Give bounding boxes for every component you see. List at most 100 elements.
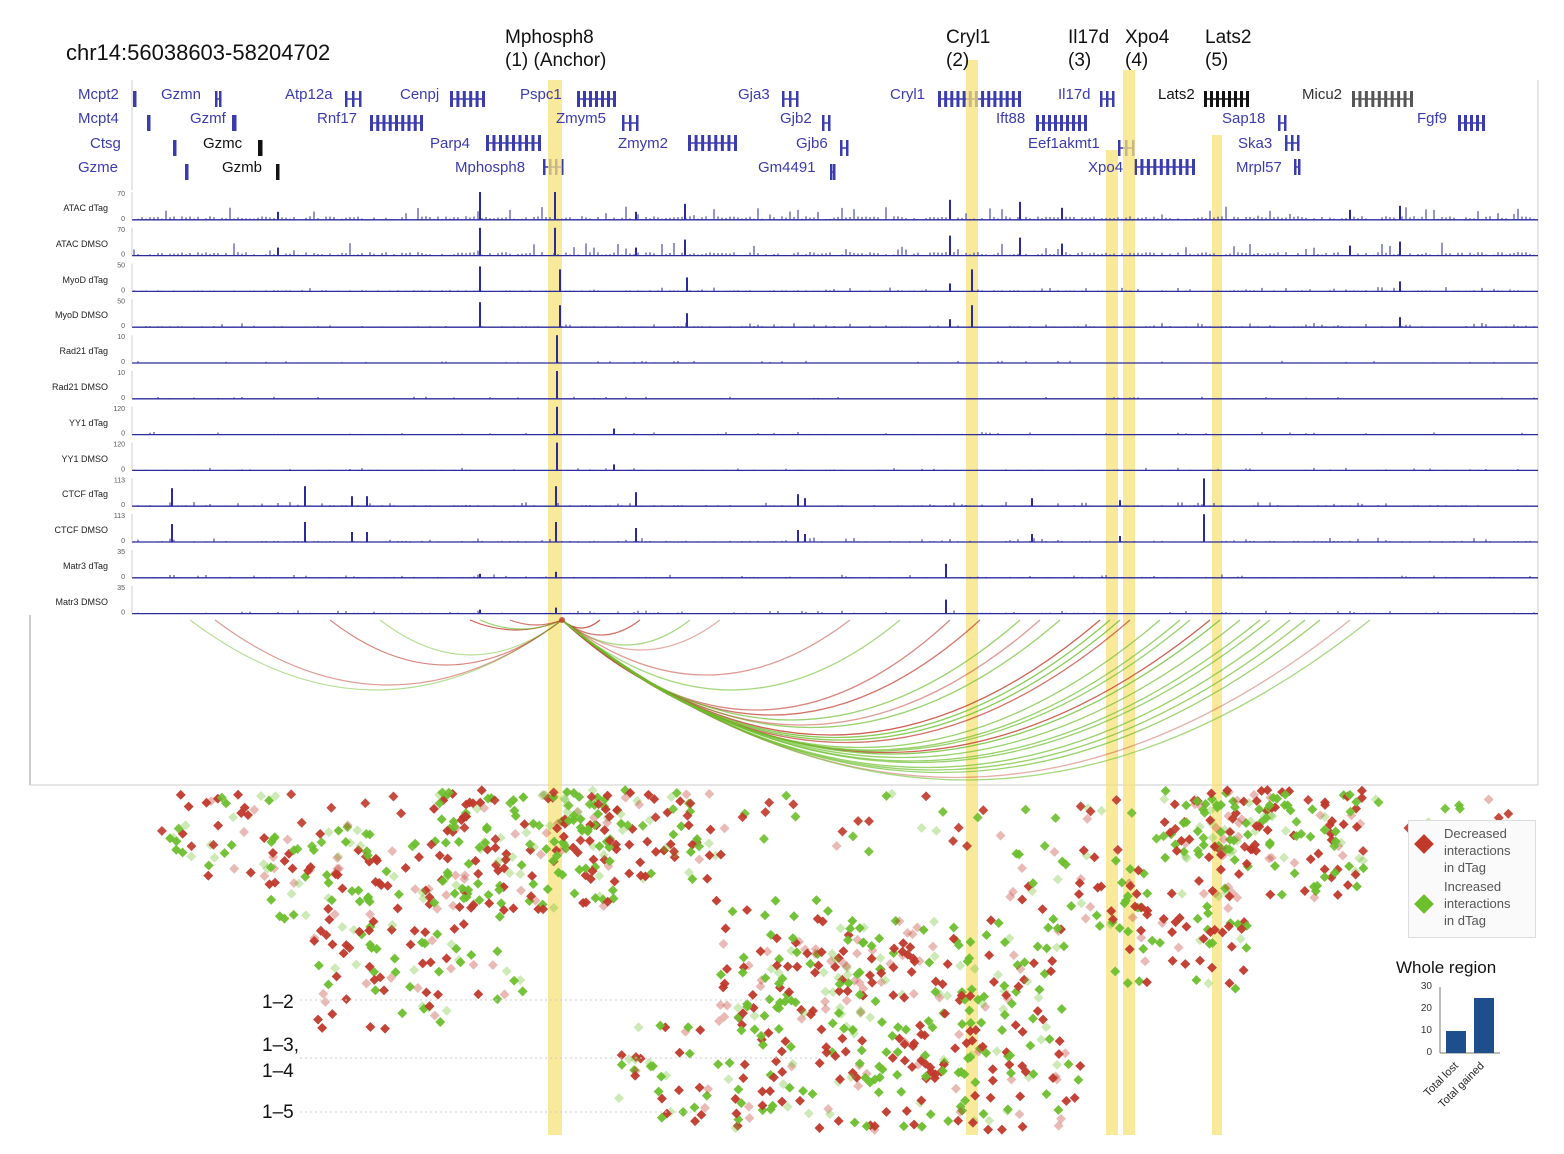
interaction-diamond: [1125, 881, 1136, 891]
exon-block: [1246, 91, 1249, 107]
interaction-diamond: [842, 986, 853, 997]
interaction-diamond: [1053, 1104, 1064, 1115]
interaction-diamond: [1350, 869, 1361, 880]
interaction-diamond: [1028, 1069, 1039, 1080]
interaction-diamond: [580, 870, 591, 881]
interaction-diamond: [436, 814, 447, 825]
interaction-diamond: [498, 905, 509, 915]
interaction-diamond: [690, 1116, 700, 1127]
legend-box: Decreased interactions in dTag Increased in…: [1408, 820, 1536, 938]
interaction-diamond: [361, 978, 372, 989]
interaction-diamond: [1213, 891, 1224, 902]
interaction-diamond: [1074, 889, 1084, 900]
interaction-diamond: [574, 864, 585, 875]
exon-block: [1112, 91, 1115, 107]
interaction-diamond: [991, 1046, 1002, 1057]
exon-block: [174, 140, 177, 156]
interaction-diamond: [732, 1120, 743, 1131]
interaction-diamond: [700, 1102, 710, 1113]
interaction-diamond: [542, 884, 553, 895]
interaction-diamond: [811, 895, 822, 906]
track-zero-label: 0: [121, 216, 125, 223]
interaction-diamond: [342, 822, 353, 833]
interaction-diamond: [759, 1010, 770, 1021]
interaction-diamond: [321, 870, 332, 881]
exon-block: [993, 91, 997, 107]
interaction-diamond: [466, 950, 477, 960]
interaction-diamond: [880, 975, 891, 986]
interaction-diamond: [313, 960, 324, 971]
interaction-diamond: [1206, 788, 1217, 799]
gene-label: Fgf9: [1417, 110, 1448, 127]
interaction-diamond: [515, 975, 526, 986]
interaction-diamond: [694, 841, 705, 852]
interaction-diamond: [1022, 976, 1033, 987]
interaction-diamond: [1178, 846, 1189, 857]
interaction-diamond: [323, 893, 334, 904]
interaction-diamond: [612, 805, 623, 816]
interaction-diamond: [519, 819, 530, 830]
interaction-diamond: [995, 830, 1006, 841]
interaction-diamond: [1233, 869, 1244, 880]
interaction-diamond: [624, 1054, 634, 1065]
interaction-diamond: [778, 1079, 789, 1090]
gene-label: Gm4491: [758, 159, 816, 176]
interaction-diamond: [239, 802, 250, 813]
interaction-diamond: [796, 1013, 807, 1024]
interaction-diamond: [898, 938, 909, 949]
exon-block: [1458, 115, 1461, 131]
interaction-diamond: [1193, 875, 1204, 886]
interaction-diamond: [380, 1023, 390, 1034]
interaction-diamond: [326, 802, 337, 813]
interaction-diamond: [1440, 803, 1451, 814]
anchor-point: [559, 617, 565, 623]
interaction-diamond: [843, 978, 854, 989]
interaction-diamond: [897, 950, 908, 961]
interaction-diamond: [764, 994, 775, 1005]
interaction-diamond: [774, 978, 784, 989]
interaction-diamond: [865, 970, 875, 981]
interaction-diamond: [434, 850, 445, 861]
interaction-diamond: [701, 1090, 712, 1101]
interaction-diamond: [1010, 1020, 1021, 1031]
interaction-diamond: [874, 1072, 885, 1083]
interaction-diamond: [827, 948, 838, 959]
gene-label: Gzme: [78, 159, 119, 176]
interaction-diamond: [964, 953, 975, 964]
interaction-diamond: [827, 1018, 838, 1029]
interaction-diamond: [999, 980, 1010, 991]
pair-label-1-5: 1–5: [262, 1102, 294, 1123]
interaction-diamond: [307, 841, 317, 852]
anchor-label-3: Il17d (3): [1068, 26, 1109, 72]
exon-block: [413, 115, 417, 131]
interaction-diamond: [889, 943, 900, 954]
exon-block: [450, 91, 453, 107]
interaction-diamond: [219, 848, 230, 859]
interaction-diamond: [1096, 805, 1107, 816]
interaction-diamond: [784, 1082, 795, 1093]
interaction-diamond: [1337, 850, 1348, 861]
interaction-diamond: [1075, 801, 1086, 812]
interaction-diamond: [846, 1072, 857, 1083]
interaction-diamond: [1127, 912, 1138, 923]
interaction-diamond: [1218, 834, 1229, 845]
interaction-diamond: [782, 1101, 793, 1112]
exon-block: [1298, 159, 1301, 175]
interaction-diamond: [1225, 834, 1235, 845]
gene-label: Eef1akmt1: [1028, 135, 1100, 152]
interaction-diamond: [1254, 804, 1265, 815]
interaction-diamond: [1344, 861, 1355, 872]
interaction-diamond: [574, 792, 585, 802]
interaction-arc: [214, 619, 563, 686]
anchor-2-gene: Cryl1: [946, 27, 991, 48]
exon-block: [482, 91, 485, 107]
interaction-diamond: [372, 855, 382, 866]
interaction-diamond: [434, 966, 444, 977]
interaction-diamond: [888, 990, 899, 1001]
exon-block: [1240, 91, 1243, 107]
exon-block: [1153, 159, 1157, 175]
interaction-diamond: [499, 863, 510, 874]
exon-block: [1084, 115, 1087, 131]
interaction-diamond: [1073, 1074, 1084, 1085]
track-max-label: 113: [114, 513, 125, 520]
